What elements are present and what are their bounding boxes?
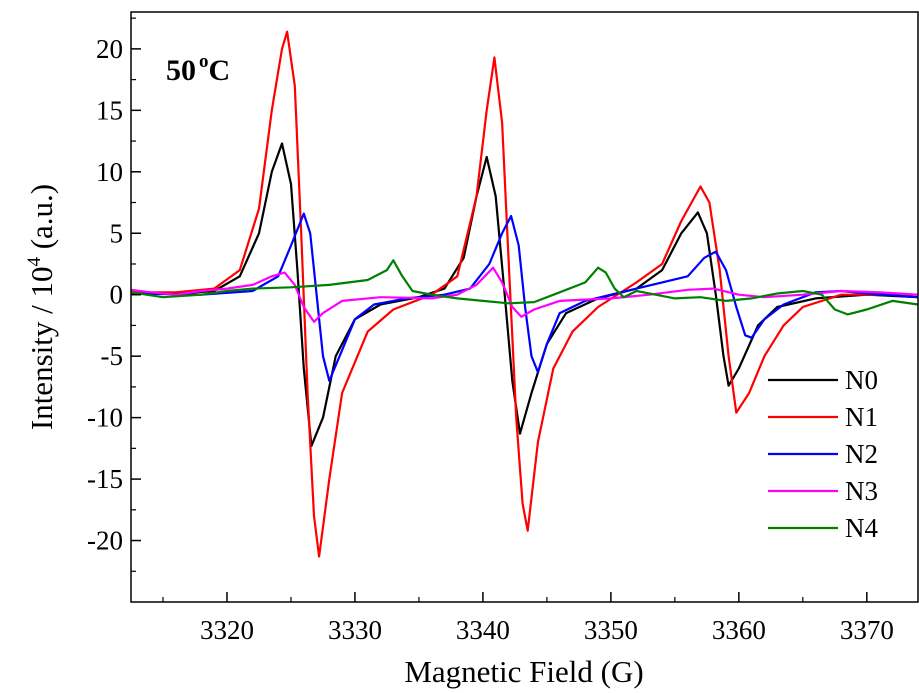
legend-label-n4: N4 bbox=[845, 513, 878, 543]
plot-series-group bbox=[130, 30, 919, 558]
y-tick-label: 15 bbox=[96, 95, 123, 125]
temperature-value: 50 bbox=[166, 54, 196, 87]
series-line-n0 bbox=[130, 142, 919, 447]
y-axis-title: Intensity / 104 (a.u.) bbox=[24, 184, 59, 430]
series-line-n2 bbox=[130, 212, 919, 382]
legend: N0 N1 N2 N3 N4 bbox=[768, 365, 878, 543]
y-axis-title-exponent: 4 bbox=[24, 257, 45, 267]
series-line-n3 bbox=[130, 266, 919, 323]
x-tick-label: 3330 bbox=[328, 615, 382, 645]
y-tick-label: 10 bbox=[96, 157, 123, 187]
y-axis-title-main: Intensity / 10 bbox=[24, 267, 59, 431]
plot-frame bbox=[130, 11, 919, 603]
y-tick-label: -5 bbox=[101, 341, 124, 371]
legend-label-n1: N1 bbox=[845, 402, 878, 432]
degree-symbol: o bbox=[199, 51, 209, 72]
y-tick-label: -10 bbox=[87, 403, 123, 433]
y-tick-label: 20 bbox=[96, 34, 123, 64]
y-tick-label: -20 bbox=[87, 526, 123, 556]
x-tick-label: 3320 bbox=[200, 615, 254, 645]
x-tick-label: 3350 bbox=[584, 615, 638, 645]
temperature-unit: C bbox=[209, 54, 231, 87]
x-tick-label: 3360 bbox=[712, 615, 766, 645]
legend-label-n2: N2 bbox=[845, 439, 878, 469]
legend-label-n0: N0 bbox=[845, 365, 878, 395]
legend-label-n3: N3 bbox=[845, 476, 878, 506]
y-tick-label: 5 bbox=[110, 218, 124, 248]
series-line-n4 bbox=[130, 259, 919, 316]
y-tick-label: -15 bbox=[87, 464, 123, 494]
temperature-annotation: 50 oC bbox=[166, 51, 230, 87]
y-axis-title-unit: (a.u.) bbox=[24, 184, 59, 257]
y-axis: 20 15 10 5 0 -5 -10 -15 -20 bbox=[87, 17, 141, 572]
x-tick-label: 3340 bbox=[456, 615, 510, 645]
x-tick-label: 3370 bbox=[840, 615, 894, 645]
x-axis: 3320 3330 3340 3350 3360 3370 bbox=[162, 592, 894, 645]
y-tick-label: 0 bbox=[110, 280, 124, 310]
x-axis-title: Magnetic Field (G) bbox=[404, 654, 643, 689]
series-line-n1 bbox=[131, 30, 918, 558]
